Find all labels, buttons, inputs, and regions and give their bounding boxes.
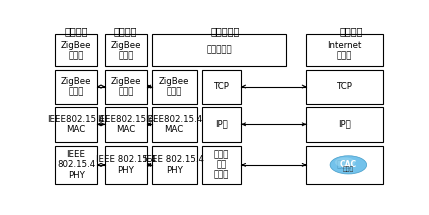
- Text: ZigBee
应用层: ZigBee 应用层: [111, 40, 141, 60]
- Text: 路由节点: 路由节点: [113, 27, 137, 37]
- Text: IEEE802.15.4
MAC: IEEE802.15.4 MAC: [48, 115, 105, 134]
- Text: ZigBee
网络层: ZigBee 网络层: [111, 77, 141, 96]
- Bar: [105, 107, 147, 142]
- Text: IEEE
802.15.4
PHY: IEEE 802.15.4 PHY: [57, 150, 95, 180]
- Text: IP层: IP层: [215, 120, 228, 129]
- Bar: [55, 70, 97, 104]
- Bar: [55, 34, 97, 66]
- Bar: [202, 70, 242, 104]
- Bar: [306, 34, 383, 66]
- Bar: [202, 107, 242, 142]
- Text: ZigBee
网络层: ZigBee 网络层: [61, 77, 91, 96]
- Bar: [202, 146, 242, 184]
- Text: 监控中心: 监控中心: [339, 27, 363, 37]
- Bar: [55, 146, 97, 184]
- Text: ZigBee
应用层: ZigBee 应用层: [61, 40, 91, 60]
- Bar: [105, 70, 147, 104]
- Bar: [152, 107, 196, 142]
- Text: IEEE 802.15.4
PHY: IEEE 802.15.4 PHY: [96, 155, 156, 175]
- Bar: [152, 34, 287, 66]
- Text: IP层: IP层: [338, 120, 351, 129]
- Bar: [105, 146, 147, 184]
- Text: 以太网
网络
接口层: 以太网 网络 接口层: [214, 150, 229, 180]
- Bar: [152, 70, 196, 104]
- Text: TCP: TCP: [214, 82, 230, 91]
- Text: IEEE 802.15.4
PHY: IEEE 802.15.4 PHY: [144, 155, 204, 175]
- Text: CAC: CAC: [340, 160, 357, 169]
- Text: 接口层: 接口层: [337, 160, 352, 169]
- Text: IEEE802.15.4
MAC: IEEE802.15.4 MAC: [145, 115, 203, 134]
- Text: Internet
应用层: Internet 应用层: [327, 40, 362, 60]
- Text: IEEE802.15.4
MAC: IEEE802.15.4 MAC: [97, 115, 154, 134]
- Bar: [55, 107, 97, 142]
- Circle shape: [335, 157, 355, 167]
- Bar: [306, 146, 383, 184]
- Circle shape: [330, 156, 367, 174]
- Bar: [306, 107, 383, 142]
- Text: TCP: TCP: [337, 82, 353, 91]
- Bar: [152, 146, 196, 184]
- Text: 终端节点: 终端节点: [64, 27, 88, 37]
- Bar: [105, 34, 147, 66]
- Text: 接口层: 接口层: [343, 167, 354, 172]
- Text: 协调器节点: 协调器节点: [210, 27, 239, 37]
- Bar: [306, 70, 383, 104]
- Text: 网关应用层: 网关应用层: [206, 46, 232, 55]
- Text: ZigBee
网络层: ZigBee 网络层: [159, 77, 189, 96]
